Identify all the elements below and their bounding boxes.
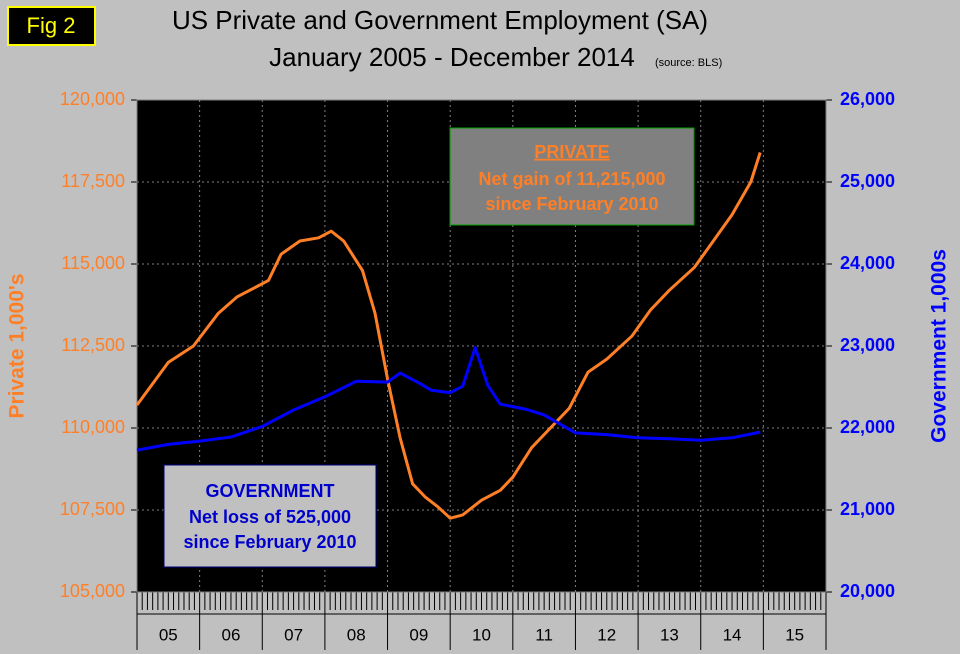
chart-subtitle: January 2005 - December 2014 bbox=[269, 42, 635, 72]
y2-tick-label: 20,000 bbox=[840, 581, 895, 601]
x-tick-label: 09 bbox=[409, 625, 428, 644]
x-tick-label: 11 bbox=[535, 625, 553, 644]
x-tick-label: 15 bbox=[785, 625, 804, 644]
y-tick-label: 117,500 bbox=[61, 171, 125, 191]
figure-label: Fig 2 bbox=[27, 13, 76, 38]
y2-tick-label: 25,000 bbox=[840, 171, 895, 191]
series-line bbox=[136, 346, 761, 452]
y-tick-label: 115,000 bbox=[61, 253, 125, 273]
annotation-text: Net gain of 11,215,000 bbox=[478, 169, 665, 189]
y2-tick-label: 26,000 bbox=[840, 89, 895, 109]
annotation-text: since February 2010 bbox=[485, 194, 658, 214]
y-tick-label: 105,000 bbox=[60, 581, 125, 601]
annotation-text: since February 2010 bbox=[183, 532, 356, 552]
source-note: (source: BLS) bbox=[655, 57, 722, 69]
annotation-text: PRIVATE bbox=[534, 142, 609, 162]
x-tick-label: 05 bbox=[159, 625, 178, 644]
series-line bbox=[135, 152, 762, 520]
plot-border bbox=[136, 99, 827, 593]
y-axis-label: Private 1,000's bbox=[6, 273, 29, 418]
y-tick-label: 120,000 bbox=[60, 89, 125, 109]
y2-tick-label: 22,000 bbox=[840, 417, 895, 437]
x-tick-label: 14 bbox=[723, 625, 742, 644]
x-tick-label: 10 bbox=[472, 625, 491, 644]
x-tick-label: 12 bbox=[597, 625, 616, 644]
y2-axis-label: Government 1,000s bbox=[928, 249, 951, 443]
annotation-text: Net loss of 525,000 bbox=[189, 507, 351, 527]
chart-title: US Private and Government Employment (SA… bbox=[172, 5, 708, 35]
figure-label-box bbox=[7, 6, 96, 46]
annotation-box bbox=[163, 464, 377, 568]
x-tick-label: 13 bbox=[660, 625, 679, 644]
x-tick-label: 08 bbox=[347, 625, 366, 644]
y-tick-label: 110,000 bbox=[61, 417, 125, 437]
x-tick-label: 07 bbox=[284, 625, 303, 644]
y2-tick-label: 24,000 bbox=[840, 253, 895, 273]
annotation-text: GOVERNMENT bbox=[205, 481, 334, 501]
annotation-box bbox=[449, 127, 695, 226]
y2-tick-label: 21,000 bbox=[840, 499, 895, 519]
y-tick-label: 112,500 bbox=[61, 335, 125, 355]
y-tick-label: 107,500 bbox=[60, 499, 125, 519]
y2-tick-label: 23,000 bbox=[840, 335, 895, 355]
x-tick-label: 06 bbox=[221, 625, 240, 644]
